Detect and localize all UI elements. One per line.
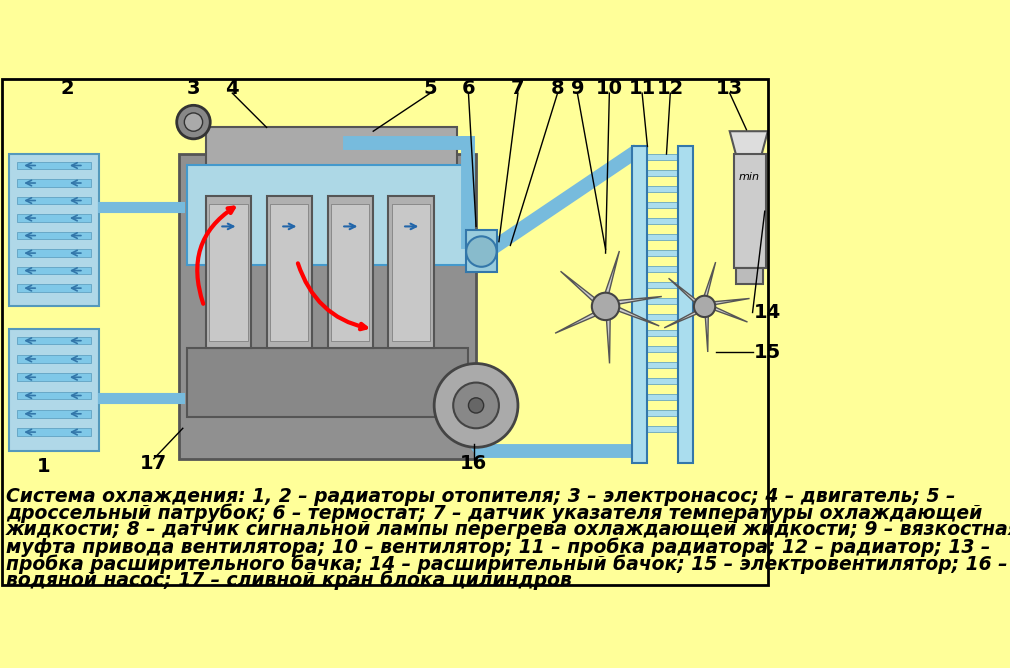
Text: пробка расширительного бачка; 14 – расширительный бачок; 15 – электровентилятор;: пробка расширительного бачка; 14 – расши… [6, 554, 1008, 574]
Bar [17, 373, 91, 381]
Text: 16: 16 [461, 454, 488, 473]
Circle shape [177, 106, 210, 139]
Bar [9, 329, 99, 451]
Bar [17, 267, 91, 275]
Polygon shape [665, 307, 705, 328]
Bar [17, 391, 91, 399]
Polygon shape [729, 131, 768, 154]
Text: 11: 11 [628, 79, 655, 98]
Bar [17, 179, 91, 187]
Bar [17, 285, 91, 292]
Polygon shape [606, 307, 660, 326]
Bar [17, 337, 91, 345]
Bar [17, 410, 91, 418]
Text: 12: 12 [656, 79, 684, 98]
Bar [638, 298, 680, 304]
Polygon shape [704, 262, 716, 307]
Bar [206, 196, 251, 348]
Polygon shape [556, 307, 606, 333]
Bar [638, 362, 680, 368]
Bar [389, 196, 434, 348]
Bar [678, 146, 693, 462]
Bar [638, 282, 680, 288]
Text: min: min [739, 172, 760, 182]
Text: 13: 13 [716, 79, 743, 98]
Bar [638, 186, 680, 192]
Bar [736, 269, 764, 283]
Polygon shape [561, 271, 606, 307]
Bar [639, 150, 646, 455]
Bar [17, 428, 91, 436]
Text: 1: 1 [36, 457, 51, 476]
Bar [17, 196, 91, 204]
Text: 9: 9 [571, 79, 584, 98]
Text: 3: 3 [187, 79, 200, 98]
Bar [638, 218, 680, 224]
Polygon shape [606, 297, 662, 307]
Bar [17, 162, 91, 169]
Polygon shape [604, 251, 619, 307]
Text: дроссельный патрубок; 6 – термостат; 7 – датчик указателя температуры охлаждающе: дроссельный патрубок; 6 – термостат; 7 –… [6, 504, 983, 523]
Bar [638, 410, 680, 416]
Text: 7: 7 [511, 79, 525, 98]
Bar [467, 230, 497, 272]
Polygon shape [705, 307, 708, 352]
Bar [17, 232, 91, 239]
Bar [638, 330, 680, 336]
Bar [271, 204, 308, 341]
Bar [9, 154, 99, 307]
Bar [638, 314, 680, 320]
Text: жидкости; 8 – датчик сигнальной лампы перегрева охлаждающей жидкости; 9 – вязкос: жидкости; 8 – датчик сигнальной лампы пе… [6, 520, 1010, 540]
Bar [638, 234, 680, 240]
Bar [187, 348, 469, 417]
Circle shape [467, 236, 497, 267]
Bar [331, 204, 370, 341]
Bar [638, 250, 680, 256]
Circle shape [453, 383, 499, 428]
Bar [638, 378, 680, 384]
Polygon shape [606, 307, 610, 363]
Bar [267, 196, 312, 348]
Bar [638, 170, 680, 176]
Text: 4: 4 [225, 79, 239, 98]
Polygon shape [705, 299, 749, 307]
Text: Система охлаждения: 1, 2 – радиаторы отопителя; 3 – электронасос; 4 – двигатель;: Система охлаждения: 1, 2 – радиаторы ото… [6, 487, 955, 506]
Bar [327, 196, 374, 348]
Text: 2: 2 [61, 79, 74, 98]
Text: водяной насос; 17 – сливной кран блока цилиндров: водяной насос; 17 – сливной кран блока ц… [6, 570, 572, 591]
Circle shape [694, 296, 715, 317]
Bar [17, 249, 91, 257]
Text: 6: 6 [462, 79, 476, 98]
Circle shape [592, 293, 619, 320]
Bar [733, 154, 766, 269]
Bar [392, 204, 430, 341]
Text: 5: 5 [423, 79, 437, 98]
Polygon shape [669, 279, 705, 307]
Bar [206, 128, 457, 188]
Bar [17, 355, 91, 363]
Text: 15: 15 [754, 343, 782, 361]
Bar [209, 204, 247, 341]
Text: 17: 17 [140, 454, 168, 473]
Bar [638, 202, 680, 208]
Text: 8: 8 [550, 79, 565, 98]
Bar [638, 154, 680, 160]
Bar [638, 426, 680, 432]
Text: 10: 10 [596, 79, 623, 98]
Bar [2, 79, 768, 482]
Bar [187, 166, 469, 265]
Bar [638, 346, 680, 352]
Text: 14: 14 [754, 303, 782, 322]
Bar [638, 394, 680, 400]
Circle shape [185, 113, 203, 131]
Bar [179, 154, 476, 459]
Circle shape [434, 363, 518, 448]
Bar [17, 214, 91, 222]
Bar [632, 146, 647, 462]
Bar [632, 150, 638, 455]
Text: муфта привода вентилятора; 10 – вентилятор; 11 – пробка радиатора; 12 – радиатор: муфта привода вентилятора; 10 – вентилят… [6, 537, 991, 556]
Polygon shape [705, 307, 747, 322]
Circle shape [469, 398, 484, 413]
Bar [638, 266, 680, 272]
